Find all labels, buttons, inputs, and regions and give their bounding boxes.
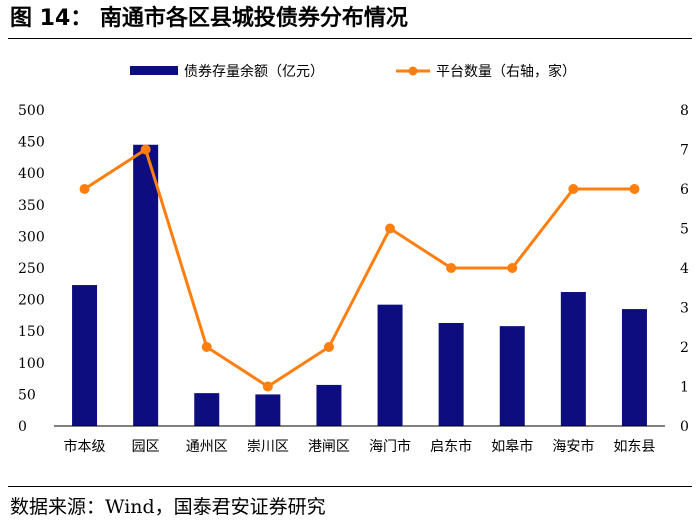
top-rule	[8, 38, 692, 39]
left-axis-tick-label: 0	[18, 419, 27, 435]
left-axis: 0 50 100 150 200 250 300 350 400 450 500	[18, 103, 45, 435]
legend-line-marker	[408, 66, 418, 76]
left-axis-tick-label: 300	[18, 229, 45, 245]
bar-series	[72, 144, 647, 426]
left-axis-tick-label: 150	[18, 324, 45, 340]
line-point	[262, 381, 273, 392]
legend-line-label: 平台数量（右轴，家）	[436, 63, 576, 80]
left-axis-tick-label: 250	[18, 261, 45, 277]
source-note: 数据来源：Wind，国泰君安证券研究	[10, 496, 326, 518]
bar	[255, 394, 281, 426]
left-axis-tick-label: 350	[18, 198, 45, 214]
line-point	[629, 184, 640, 194]
bar	[316, 384, 342, 426]
right-axis-tick-label: 1	[680, 380, 689, 396]
right-axis-tick-label: 5	[680, 222, 689, 238]
left-axis-tick-label: 100	[18, 356, 45, 372]
line-point	[323, 342, 334, 352]
line-point	[79, 184, 90, 194]
x-axis-tick-label: 园区	[132, 439, 160, 455]
line-point	[201, 342, 212, 352]
line-point	[568, 184, 579, 194]
left-axis-tick-label: 400	[18, 166, 45, 182]
bottom-rule	[8, 486, 692, 487]
line-series	[79, 144, 640, 392]
legend-bar-label: 债券存量余额（亿元）	[184, 63, 324, 80]
line-point	[140, 144, 151, 155]
line-point	[446, 263, 457, 273]
right-axis-tick-label: 8	[680, 103, 689, 119]
combo-chart: 债券存量余额（亿元） 平台数量（右轴，家） 0501001502002503003…	[18, 63, 689, 455]
x-axis-tick-label: 崇川区	[247, 439, 289, 455]
x-axis-tick-label: 通州区	[186, 439, 228, 455]
line-point	[385, 223, 396, 234]
legend: 债券存量余额（亿元） 平台数量（右轴，家）	[130, 63, 576, 80]
bar	[438, 322, 464, 426]
bar	[377, 304, 403, 426]
bar	[72, 285, 98, 426]
left-axis-tick-label: 50	[18, 387, 36, 403]
right-axis: 0 1 2 3 4 5 6 7 8	[680, 103, 689, 435]
line-point	[507, 263, 518, 273]
x-axis-tick-label: 港闸区	[308, 439, 350, 455]
bar	[133, 144, 159, 426]
right-axis-tick-label: 6	[680, 182, 689, 198]
x-axis-tick-label: 海安市	[552, 438, 594, 455]
left-axis-tick-label: 200	[18, 293, 45, 309]
bar	[621, 309, 647, 426]
bar	[499, 326, 525, 426]
right-axis-tick-label: 2	[680, 340, 689, 356]
bar	[560, 292, 586, 426]
right-axis-tick-label: 4	[680, 261, 689, 277]
series-line	[83, 148, 635, 388]
left-axis-tick-label: 450	[18, 135, 45, 151]
x-axis-tick-label: 市本级	[64, 438, 106, 455]
right-axis-tick-label: 3	[680, 301, 689, 317]
legend-bar-swatch	[130, 66, 178, 75]
right-axis-tick-label: 7	[680, 143, 689, 159]
x-axis-tick-label: 如皋市	[491, 438, 533, 455]
x-axis-tick-label: 如东县	[613, 439, 655, 455]
bar	[194, 393, 220, 426]
x-axis-tick-label: 海门市	[369, 438, 411, 455]
x-axis-tick-label: 启东市	[430, 438, 472, 455]
right-axis-tick-label: 0	[680, 419, 689, 435]
figure-title: 图 14： 南通市各区县城投债券分布情况	[10, 6, 408, 31]
left-axis-tick-label: 500	[18, 103, 45, 119]
x-axis: 市本级 园区 通州区 崇川区 港闸区 海门市 启东市 如皋市 海安市 如东县	[54, 425, 665, 455]
